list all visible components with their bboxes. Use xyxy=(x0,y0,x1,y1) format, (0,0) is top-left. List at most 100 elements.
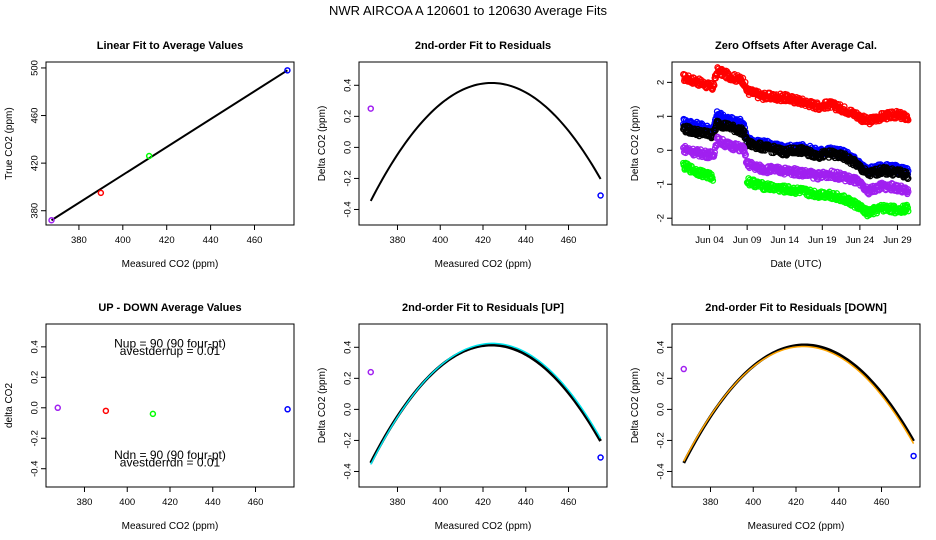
y-tick-label: 500 xyxy=(29,60,40,76)
x-tick-label: 380 xyxy=(390,235,406,246)
x-tick-label: 440 xyxy=(205,497,221,508)
panel-title: 2nd-order Fit to Residuals [UP] xyxy=(402,302,564,314)
y-axis-label: True CO2 (ppm) xyxy=(4,107,15,179)
x-axis-label: Measured CO2 (ppm) xyxy=(122,259,219,270)
y-tick-label: -0.4 xyxy=(655,463,666,479)
x-axis-label: Date (UTC) xyxy=(770,259,821,270)
panel-title: UP - DOWN Average Values xyxy=(98,302,241,314)
x-tick-label: 440 xyxy=(518,497,534,508)
x-tick-label: 380 xyxy=(71,235,87,246)
plot-area xyxy=(367,81,604,202)
y-axis-label: Delta CO2 (ppm) xyxy=(630,106,641,182)
series-magenta xyxy=(680,133,912,198)
y-tick-label: -0.2 xyxy=(342,432,353,448)
y-tick-label: 0.4 xyxy=(655,341,666,354)
panel-p5: 2nd-order Fit to Residuals [UP] Measured … xyxy=(317,302,608,532)
fit-line-black xyxy=(50,69,288,222)
y-tick-label: 1 xyxy=(655,114,666,119)
y-tick-label: 460 xyxy=(29,108,40,124)
data-point-blue xyxy=(284,406,291,413)
series-green xyxy=(680,159,912,220)
x-tick-label: 460 xyxy=(247,235,263,246)
y-tick-label: 2 xyxy=(655,80,666,85)
data-point-blue xyxy=(597,192,604,199)
y-tick-label: 0.2 xyxy=(342,372,353,385)
data-point-magenta xyxy=(48,216,55,224)
y-tick-label: 380 xyxy=(29,203,40,219)
main-title: NWR AIRCOA A 120601 to 120630 Average Fi… xyxy=(329,3,607,18)
fit-line-black xyxy=(369,343,602,464)
x-axis-label: Measured CO2 (ppm) xyxy=(122,521,219,532)
x-tick-label: 460 xyxy=(874,497,890,508)
x-axis-label: Measured CO2 (ppm) xyxy=(435,259,532,270)
x-tick-label: 400 xyxy=(115,235,131,246)
y-tick-label: 0.2 xyxy=(655,372,666,385)
panel-p6: 2nd-order Fit to Residuals [DOWN] Measure… xyxy=(630,302,921,532)
plot-area xyxy=(680,64,912,220)
x-tick-label: 460 xyxy=(248,497,264,508)
annotation: avestderrdn = 0.01 xyxy=(120,455,221,469)
panel-p3: Zero Offsets After Average Cal. Date (UTC… xyxy=(630,40,921,270)
y-tick-label: -0.4 xyxy=(29,461,40,477)
y-tick-label: 0.0 xyxy=(29,401,40,414)
annotation: avestderrup = 0.01 xyxy=(120,344,221,358)
plot-area xyxy=(48,67,291,224)
plot-frame xyxy=(358,323,608,488)
data-point-blue xyxy=(284,67,291,74)
annotation: Ndn = 90 (90 four-pt) xyxy=(114,448,226,462)
y-tick-label: 0.0 xyxy=(655,403,666,416)
x-tick-label: Jun 04 xyxy=(695,235,724,246)
x-tick-label: 420 xyxy=(159,235,175,246)
x-tick-label: 400 xyxy=(432,497,448,508)
x-tick-label: Jun 29 xyxy=(883,235,912,246)
y-tick-label: -0.2 xyxy=(29,430,40,446)
plot-frame xyxy=(45,61,295,226)
x-tick-label: 420 xyxy=(475,497,491,508)
x-tick-label: 420 xyxy=(162,497,178,508)
data-point-magenta xyxy=(367,105,375,112)
data-point-green xyxy=(149,410,157,418)
y-tick-label: -2 xyxy=(655,214,666,222)
x-axis-label: Measured CO2 (ppm) xyxy=(435,521,532,532)
plot-area xyxy=(54,404,291,418)
y-tick-label: 0.4 xyxy=(342,79,353,92)
y-tick-label: 0.2 xyxy=(29,371,40,384)
x-tick-label: 440 xyxy=(831,497,847,508)
y-tick-label: 0.4 xyxy=(29,340,40,353)
y-tick-label: -1 xyxy=(655,180,666,188)
annotation: Nup = 90 (90 four-pt) xyxy=(114,337,226,351)
y-tick-label: -0.2 xyxy=(342,170,353,186)
panel-title: 2nd-order Fit to Residuals xyxy=(415,40,551,52)
panel-title: Zero Offsets After Average Cal. xyxy=(715,40,877,52)
y-axis-label: Delta CO2 (ppm) xyxy=(630,368,641,444)
data-point-green xyxy=(145,152,153,160)
fit-line-black xyxy=(369,81,602,202)
y-tick-label: 0.2 xyxy=(342,110,353,123)
panel-title: Linear Fit to Average Values xyxy=(97,40,244,52)
x-tick-label: Jun 19 xyxy=(808,235,837,246)
plot-frame xyxy=(671,61,921,226)
x-axis-label: Measured CO2 (ppm) xyxy=(748,521,845,532)
data-point-magenta xyxy=(367,368,375,376)
x-tick-label: 460 xyxy=(561,497,577,508)
y-tick-label: 420 xyxy=(29,155,40,171)
data-point-red xyxy=(97,189,105,197)
y-tick-label: -0.4 xyxy=(342,201,353,217)
x-tick-label: 400 xyxy=(745,497,761,508)
y-tick-label: 0.0 xyxy=(342,403,353,416)
data-point-red xyxy=(102,407,110,415)
data-point-blue xyxy=(597,454,604,461)
plot-area xyxy=(680,343,917,464)
series-black xyxy=(680,117,912,183)
y-axis-label: Delta CO2 (ppm) xyxy=(317,106,328,182)
x-tick-label: Jun 09 xyxy=(733,235,762,246)
x-tick-label: 420 xyxy=(788,497,804,508)
data-point-magenta xyxy=(54,404,62,412)
y-tick-label: 0.4 xyxy=(342,341,353,354)
fit-line-orange xyxy=(683,345,915,462)
data-point-blue xyxy=(910,452,917,460)
y-tick-label: -0.2 xyxy=(655,432,666,448)
plot-frame xyxy=(358,61,608,226)
y-tick-label: 0 xyxy=(655,148,666,153)
